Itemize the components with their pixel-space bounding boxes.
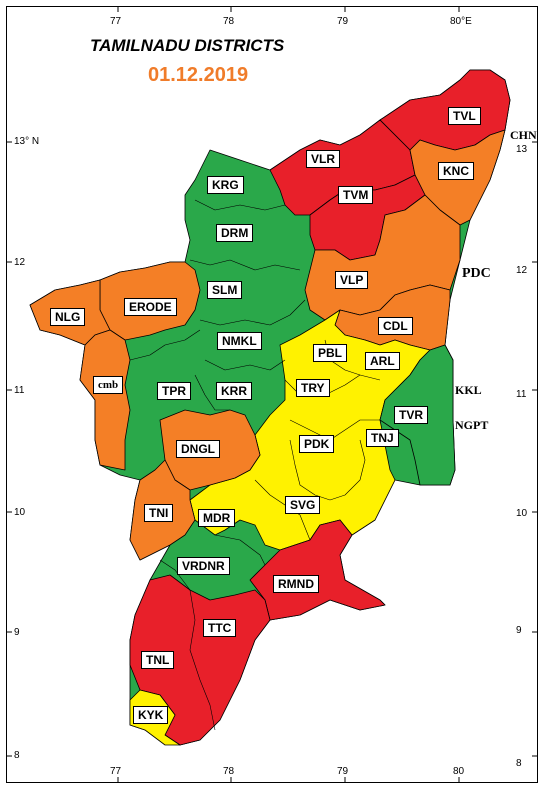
district-label-krr[interactable]: KRR <box>216 382 252 400</box>
lat-label-9-right: 9 <box>516 625 522 636</box>
district-label-erode[interactable]: ERODE <box>124 298 177 316</box>
lat-label-13n-left: 13° N <box>14 136 40 147</box>
district-label-vlp[interactable]: VLP <box>335 271 369 289</box>
lat-label-12-right: 12 <box>516 265 528 276</box>
district-label-rmnd[interactable]: RMND <box>273 575 319 593</box>
district-label-cmb[interactable]: cmb <box>93 376 124 394</box>
district-label-svg[interactable]: SVG <box>285 496 321 514</box>
graticule-ticks <box>6 6 538 783</box>
district-label-tni[interactable]: TNI <box>144 504 174 522</box>
district-label-krg[interactable]: KRG <box>207 176 244 194</box>
district-label-dngl[interactable]: DNGL <box>176 440 220 458</box>
lon-label-77-bottom: 77 <box>110 766 122 777</box>
lat-label-10-right: 10 <box>516 508 528 519</box>
lat-label-11-right: 11 <box>516 389 527 400</box>
district-label-tvm[interactable]: TVM <box>338 186 374 204</box>
lat-label-13-right: 13 <box>516 144 528 155</box>
district-boundaries <box>129 199 381 731</box>
lat-label-12-left: 12 <box>14 257 26 268</box>
district-label-nlg[interactable]: NLG <box>50 308 86 326</box>
lon-label-80e-top: 80°E <box>450 16 472 27</box>
lat-label-8-right: 8 <box>516 758 522 769</box>
lon-label-79-bottom: 79 <box>337 766 349 777</box>
lon-label-78-top: 78 <box>223 16 235 27</box>
map-date: 01.12.2019 <box>148 64 249 86</box>
district-label-mdr[interactable]: MDR <box>198 509 236 527</box>
district-label-ttc[interactable]: TTC <box>203 619 237 637</box>
district-label-nmkl[interactable]: NMKL <box>217 332 262 350</box>
lon-label-78-bottom: 78 <box>223 766 235 777</box>
lat-label-9-left: 9 <box>14 627 20 638</box>
district-label-pbl[interactable]: PBL <box>313 344 347 362</box>
outside-label-ngpt: NGPT <box>455 418 489 432</box>
region-south-red <box>129 574 271 746</box>
district-label-tvr[interactable]: TVR <box>394 406 428 424</box>
lat-label-11-left: 11 <box>14 385 25 396</box>
region-cmb <box>79 329 131 471</box>
outside-label-pdc: PDC <box>462 266 491 281</box>
lon-label-79-top: 79 <box>337 16 349 27</box>
region-rmnd <box>249 519 386 621</box>
district-label-tpr[interactable]: TPR <box>157 382 191 400</box>
district-label-try[interactable]: TRY <box>296 379 330 397</box>
district-label-vrdnr[interactable]: VRDNR <box>177 557 230 575</box>
district-label-tnl[interactable]: TNL <box>141 651 175 669</box>
district-label-cdl[interactable]: CDL <box>378 317 413 335</box>
outside-label-chn: CHN <box>510 128 537 142</box>
lon-label-80-bottom: 80 <box>453 766 465 777</box>
district-label-kyk[interactable]: KYK <box>133 706 169 724</box>
district-label-tvl[interactable]: TVL <box>448 107 481 125</box>
district-label-vlr[interactable]: VLR <box>306 150 340 168</box>
district-label-tnj[interactable]: TNJ <box>366 429 399 447</box>
district-label-arl[interactable]: ARL <box>365 352 400 370</box>
map-frame <box>6 6 538 783</box>
district-label-slm[interactable]: SLM <box>207 281 243 299</box>
district-label-knc[interactable]: KNC <box>438 162 474 180</box>
district-label-pdk[interactable]: PDK <box>299 435 335 453</box>
lat-label-10-left: 10 <box>14 507 26 518</box>
lat-label-8-left: 8 <box>14 750 20 761</box>
lon-label-77-top: 77 <box>110 16 122 27</box>
outside-label-kkl: KKL <box>455 383 482 397</box>
map-title: TAMILNADU DISTRICTS <box>90 36 285 55</box>
district-label-drm[interactable]: DRM <box>216 224 254 242</box>
